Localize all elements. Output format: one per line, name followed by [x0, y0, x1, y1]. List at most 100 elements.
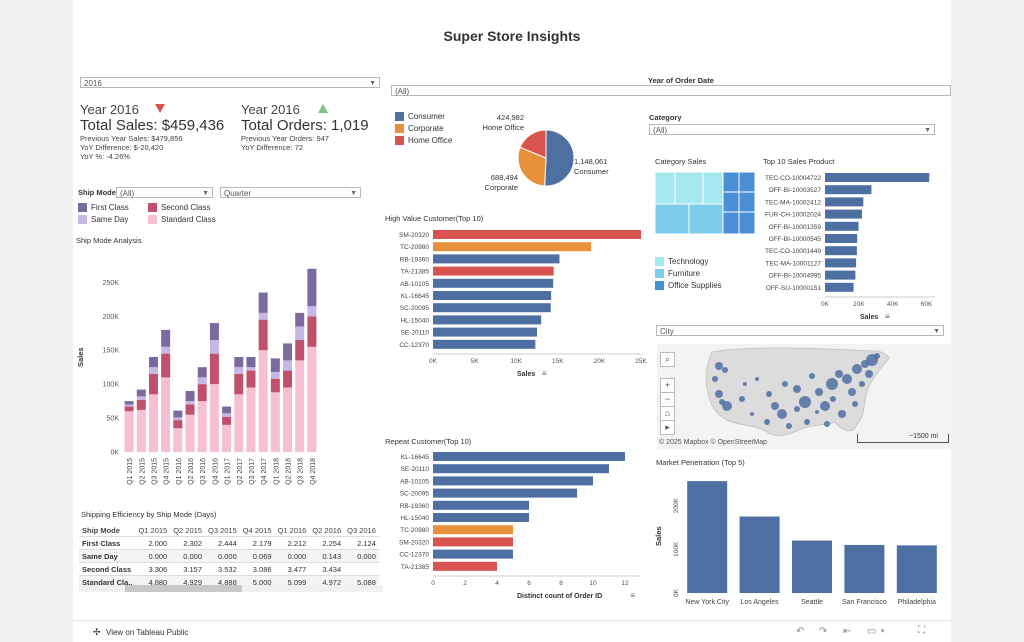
chevron-down-icon: ▼ [933, 328, 940, 335]
map-city-dot [824, 421, 830, 427]
bar [433, 266, 554, 276]
legend-label: Home Office [408, 136, 453, 145]
x-tick-label: 8 [559, 580, 563, 587]
chevron-down-icon[interactable]: ▾ [881, 628, 885, 635]
bar [433, 303, 551, 313]
period-dropdown[interactable]: Quarter ▼ [220, 187, 361, 198]
fullscreen-icon[interactable]: ⛶ [918, 625, 925, 636]
year-filter-dropdown[interactable]: 2016 ▼ [80, 77, 380, 88]
legend-label: Office Supplies [668, 281, 722, 290]
city-map[interactable]: ⌕ + − ⌂ ▸ © 2025 Mapbox © OpenStreetMap … [657, 344, 951, 449]
table-scrollbar[interactable] [79, 585, 383, 592]
table-cell: 0.000 [135, 549, 171, 563]
x-tick-label: Q4 2016 [212, 458, 219, 485]
x-tick-label: Q2 2015 [139, 458, 146, 485]
table-row: First Class 2.000 2.302 2.444 2.179 2.212 2.25… [79, 536, 379, 550]
table-cell: Second Class [79, 562, 136, 576]
geo-dropdown[interactable]: City ▼ [656, 325, 944, 336]
legend-item[interactable]: First Class [78, 203, 129, 213]
home-icon[interactable]: ⌂ [660, 406, 675, 421]
pie-value-label: 424,982 [497, 113, 524, 122]
map-city-dot [764, 419, 770, 425]
share-icon[interactable]: ▭ [867, 626, 877, 637]
x-tick-label: Q1 2017 [225, 458, 232, 485]
table-header-cell[interactable]: Q2 2016 [309, 524, 345, 537]
map-city-dot [793, 385, 801, 393]
y-tick-label: OFF-BI-10000545 [769, 236, 822, 243]
table-cell: Standard Cla.. [79, 575, 136, 586]
x-axis-label: Distinct count of Order ID [517, 593, 602, 599]
high-value-customer-chart: SM-20320 TC-20980 RB-19360 TA-21385 AB-10105… [399, 230, 647, 378]
table-cell: 4.972 [309, 575, 345, 586]
zoom-in-button[interactable]: + [660, 378, 675, 393]
legend-item[interactable]: Corporate [395, 124, 444, 134]
view-on-tableau-link[interactable]: View on Tableau Public [106, 628, 189, 637]
bar-segment [258, 350, 268, 452]
redo-icon[interactable]: ↷ [819, 626, 828, 637]
map-city-dot [715, 362, 723, 370]
table-cell: 3.532 [205, 562, 240, 576]
table-header-cell[interactable]: Ship Mode [79, 524, 136, 537]
x-tick-label: 40K [887, 301, 899, 308]
bar-segment [209, 340, 219, 354]
legend-item[interactable]: Office Supplies [655, 281, 722, 291]
map-city-dot [809, 373, 815, 379]
pie-slice [544, 129, 575, 187]
pan-arrow-icon[interactable]: ▸ [660, 420, 675, 435]
year-of-order-dropdown[interactable]: (All) [391, 85, 951, 96]
map-city-dot [874, 353, 880, 359]
pie-category-label: Consumer [574, 167, 609, 176]
legend-swatch [148, 203, 157, 213]
table-header-cell[interactable]: Q3 2015 [205, 524, 240, 537]
bar [433, 327, 537, 337]
bar [825, 270, 856, 280]
revert-icon[interactable]: ⇤ [843, 626, 852, 637]
bar [844, 544, 885, 593]
ship-mode-dropdown[interactable]: (All) ▼ [116, 187, 213, 198]
bar [739, 516, 780, 593]
category-dropdown[interactable]: (All) ▼ [649, 124, 935, 135]
legend-item[interactable]: Standard Class [148, 215, 216, 225]
table-cell: 2.000 [135, 536, 171, 550]
bar-segment [234, 367, 244, 374]
x-tick-label: Seattle [801, 599, 823, 606]
map-city-dot [777, 409, 787, 419]
y-tick-label: SC-20095 [400, 305, 430, 312]
table-cell: 0.000 [274, 549, 310, 563]
legend-item[interactable]: Same Day [78, 215, 128, 225]
table-header-cell[interactable]: Q1 2015 [135, 524, 171, 537]
table-header-cell[interactable]: Q3 2016 [344, 524, 379, 537]
table-header-cell[interactable]: Q2 2015 [170, 524, 205, 537]
legend-item[interactable]: Furniture [655, 269, 700, 279]
pie-slice [517, 146, 547, 187]
map-canvas[interactable] [657, 344, 951, 449]
legend-item[interactable]: Home Office [395, 136, 453, 146]
bar-segment [161, 329, 171, 347]
legend-item[interactable]: Second Class [148, 203, 210, 213]
legend-item[interactable]: Technology [655, 257, 708, 267]
category-value: (All) [653, 126, 668, 135]
bar [433, 464, 609, 474]
map-city-dot [820, 401, 830, 411]
bar [433, 242, 592, 252]
x-tick-label: 20K [853, 301, 865, 308]
table-header-cell[interactable]: Q1 2016 [274, 524, 310, 537]
map-search-icon[interactable]: ⌕ [660, 352, 675, 367]
kpi-sales: Year 2016 Total Sales: $459,436 Previous… [80, 102, 224, 161]
y-tick-label: SE-20110 [401, 330, 430, 337]
y-tick-label: OFF-BI-10001359 [769, 224, 822, 231]
y-tick-label: 250K [103, 280, 120, 287]
x-tick-label: 0K [821, 301, 830, 308]
zoom-out-button[interactable]: − [660, 392, 675, 407]
pie-value-label: 688,494 [491, 173, 518, 182]
table-scrollbar-thumb[interactable] [125, 585, 242, 592]
map-city-dot [766, 391, 772, 397]
bar-segment [161, 353, 171, 378]
table-header-cell[interactable]: Q4 2015 [239, 524, 275, 537]
sort-icon: ≡ [630, 591, 635, 599]
undo-icon[interactable]: ↶ [796, 626, 805, 637]
x-tick-label: Q2 2018 [286, 458, 293, 485]
legend-item[interactable]: Consumer [395, 112, 445, 122]
y-tick-label: TC-20980 [400, 527, 429, 534]
y-tick-label: 100K [103, 382, 120, 389]
